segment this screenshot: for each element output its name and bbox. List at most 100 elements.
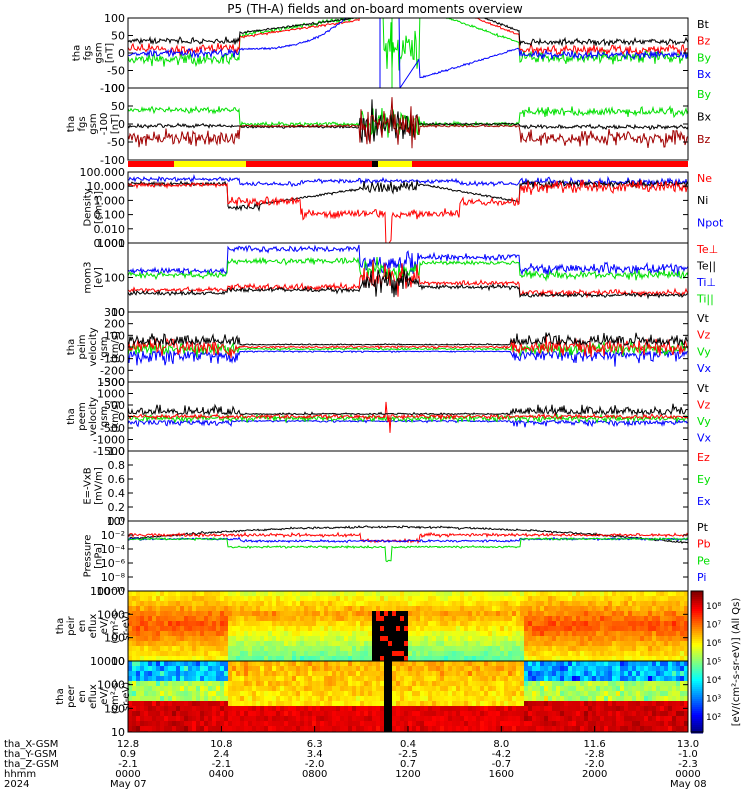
ytick-label: -50 xyxy=(107,136,125,149)
density-series-ne xyxy=(128,179,688,243)
x-axis-tick-label: 0800 xyxy=(302,769,327,780)
legend-vt: Vt xyxy=(697,312,710,325)
legend-vx: Vx xyxy=(697,362,712,375)
ytick-label: 0.010 xyxy=(94,223,126,236)
colorbar-tick: 10⁶ xyxy=(706,639,721,649)
x-axis-row-label: tha_Y-GSM xyxy=(4,749,57,760)
legend-pt: Pt xyxy=(697,521,709,534)
x-axis-tick-label: -4.2 xyxy=(492,749,512,760)
ytick-label: 100 xyxy=(104,329,125,342)
y-axis-label: [eV] xyxy=(94,267,105,288)
y-axis-label: gsm xyxy=(99,336,110,357)
ionvel-series-vz xyxy=(128,335,688,358)
legend-bz: Bz xyxy=(697,35,711,48)
ytick-label: 0 xyxy=(118,47,125,60)
ytick-label: 0.4 xyxy=(108,487,126,500)
y-axis-label: tha xyxy=(72,45,83,61)
legend-bx: Bx xyxy=(697,111,712,124)
y-axis-label: [km/s] xyxy=(110,331,121,363)
y-axis-label: tha xyxy=(66,116,77,132)
y-axis-label: eflux xyxy=(88,684,99,709)
ytick-label: -200 xyxy=(100,364,125,377)
y-axis-label: peir xyxy=(66,615,77,635)
x-axis-row-label: tha_X-GSM xyxy=(4,739,58,750)
ytick-label: 10 xyxy=(111,726,125,739)
y-axis-label: gsm xyxy=(88,113,99,134)
x-axis-tick-label: 10.8 xyxy=(210,739,232,750)
y-axis-label: peem xyxy=(77,402,88,430)
x-axis-tick-label: 1600 xyxy=(489,769,514,780)
mode-bar-slow-2 xyxy=(378,161,412,167)
y-axis-label: Pressure xyxy=(83,535,94,578)
ytick-label: 10.000 xyxy=(87,180,126,193)
pressure-series-pe xyxy=(128,536,688,563)
ytick-label: 10⁻² xyxy=(101,529,125,542)
x-axis-tick-label: 2000 xyxy=(582,769,607,780)
ytick-label: 0 xyxy=(118,118,125,131)
y-axis-label: mom3 xyxy=(83,262,94,294)
ytick-label: 0 xyxy=(118,341,125,354)
ytick-label: 100 xyxy=(104,82,125,95)
y-axis-label: eflux xyxy=(88,614,99,639)
ytick-label: 0.001 xyxy=(94,237,126,250)
ytick-label: 100 xyxy=(104,632,125,645)
ytick-label: 50 xyxy=(111,30,125,43)
elvel-series-vt xyxy=(128,403,688,417)
x-axis-tick-label: -2.1 xyxy=(212,759,232,770)
legend-ti: Ti⊥ xyxy=(696,276,716,289)
ytick-label: 0 xyxy=(118,411,125,424)
fgs2-series-bz xyxy=(128,97,688,149)
y-axis-label: (cm²-s- xyxy=(110,678,121,714)
fgs-series-bx xyxy=(128,18,688,88)
chart-title: P5 (TH-A) fields and on-board moments ov… xyxy=(227,2,523,16)
ytick-label: -50 xyxy=(107,65,125,78)
bz-by-series-by xyxy=(128,18,688,71)
ytick-label: -1000 xyxy=(93,434,125,447)
y-axis-label: gsm xyxy=(94,42,105,63)
x-axis-tick-label: 0000 xyxy=(675,769,700,780)
ytick-label: -300 xyxy=(100,376,125,389)
y-axis-label: -100 xyxy=(99,113,110,136)
ytick-label: 100.000 xyxy=(80,166,126,179)
temp-series-te-perp xyxy=(128,259,688,299)
x-axis-tick-label: 13.0 xyxy=(677,739,699,750)
x-axis-tick-label: -2.0 xyxy=(585,759,605,770)
legend-vt: Vt xyxy=(697,382,710,395)
x-axis-tick-label: 8.0 xyxy=(493,739,509,750)
ytick-label: 10 xyxy=(111,306,125,319)
legend-by: By xyxy=(697,88,712,101)
ytick-label: 1.0 xyxy=(108,445,126,458)
legend-pi: Pi xyxy=(697,571,706,584)
x-axis-tick-label: 0.9 xyxy=(120,749,136,760)
ytick-label: 0.8 xyxy=(108,459,126,472)
y-axis-label: eV/ xyxy=(99,688,110,705)
colorbar-tick: 10⁸ xyxy=(706,602,721,612)
legend-pb: Pb xyxy=(697,538,711,551)
legend-ez: Ez xyxy=(697,451,710,464)
mode-bar-slow xyxy=(174,161,246,167)
ytick-label: 0.100 xyxy=(94,209,126,222)
colorbar-tick: 10² xyxy=(706,713,721,723)
y-axis-label: [nT] xyxy=(110,114,121,134)
legend-ex: Ex xyxy=(697,495,711,508)
x-axis-tick-label: -0.7 xyxy=(492,759,512,770)
ytick-label: 1000 xyxy=(97,388,125,401)
y-axis-label: eV/ xyxy=(99,617,110,634)
legend-ti: Ti|| xyxy=(696,292,714,305)
temp-series-te-par xyxy=(128,269,688,300)
x-axis-tick-label: 2.4 xyxy=(213,749,229,760)
y-axis-label: en xyxy=(77,620,88,633)
x-axis-tick-label: 0.4 xyxy=(400,739,416,750)
x-axis-tick-label: 1200 xyxy=(395,769,420,780)
elvel-series-vz xyxy=(128,401,688,433)
fgs2-series-by xyxy=(128,105,688,138)
y-axis-label: [nT] xyxy=(105,43,116,63)
ytick-label: 10 xyxy=(111,655,125,668)
x-axis-tick-label: -2.8 xyxy=(585,749,605,760)
legend-ni: Ni xyxy=(697,194,708,207)
ytick-label: 10⁻¹⁰ xyxy=(96,585,125,598)
legend-vz: Vz xyxy=(697,398,711,411)
x-axis-tick-label: -2.0 xyxy=(305,759,325,770)
